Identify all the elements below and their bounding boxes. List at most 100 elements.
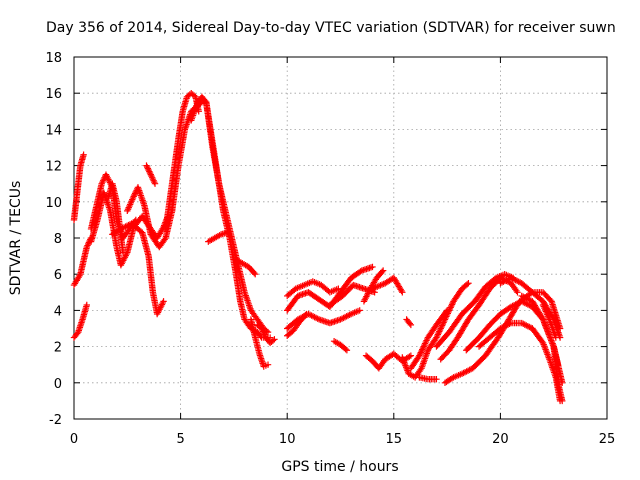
- data-point: [416, 350, 424, 358]
- y-tick-label: 14: [45, 123, 62, 138]
- data-point: [443, 307, 451, 314]
- y-tick-label: 2: [54, 341, 62, 356]
- data-point: [514, 289, 521, 296]
- data-point: [148, 172, 155, 180]
- x-axis-label: GPS time / hours: [281, 459, 398, 475]
- x-tick-label: 10: [279, 432, 296, 447]
- y-tick-label: 10: [45, 196, 62, 211]
- data-point: [131, 191, 138, 199]
- data-point: [419, 346, 426, 353]
- data-point: [552, 334, 560, 341]
- data-point: [260, 329, 267, 337]
- data-point: [407, 352, 415, 359]
- data-point: [378, 268, 386, 275]
- data-point: [147, 171, 154, 178]
- data-points: [70, 90, 566, 405]
- data-point: [406, 320, 413, 327]
- data-point: [84, 242, 91, 249]
- data-point: [438, 323, 445, 331]
- y-tick-label: 18: [45, 51, 62, 66]
- series-arc-30: [433, 271, 517, 350]
- data-point: [269, 337, 277, 344]
- data-point: [258, 325, 265, 332]
- data-point: [201, 97, 209, 105]
- data-point: [407, 321, 415, 329]
- series-arc-12: [188, 93, 272, 336]
- data-point: [418, 347, 425, 355]
- data-point: [447, 304, 454, 311]
- series-arc-2: [70, 234, 95, 289]
- series-arc-31: [437, 274, 521, 363]
- series-arc-34: [475, 319, 536, 350]
- data-point: [195, 108, 202, 115]
- data-point: [150, 177, 157, 184]
- data-point: [399, 289, 406, 296]
- data-point: [369, 263, 376, 271]
- series-arc-8: [124, 184, 176, 251]
- series-arc-38: [539, 301, 560, 341]
- data-point: [119, 249, 127, 256]
- series-arc-23: [360, 267, 387, 305]
- x-tick-label: 0: [70, 432, 78, 447]
- data-point: [539, 314, 546, 322]
- data-point: [144, 165, 152, 172]
- y-tick-label: -2: [49, 413, 62, 428]
- series-arc-20: [284, 310, 310, 339]
- data-point: [83, 243, 90, 251]
- data-point: [343, 347, 351, 354]
- data-point: [146, 168, 153, 175]
- data-point: [161, 236, 168, 243]
- data-point: [421, 341, 428, 349]
- data-point: [357, 268, 364, 275]
- data-point: [314, 315, 321, 322]
- series-arc-21: [326, 281, 378, 309]
- data-point: [99, 177, 107, 184]
- chart-title: Day 356 of 2014, Sidereal Day-to-day VTE…: [46, 20, 616, 36]
- data-point: [398, 287, 405, 295]
- data-point: [448, 302, 455, 310]
- data-point: [151, 180, 159, 187]
- data-point: [160, 298, 167, 305]
- x-tick-label: 5: [176, 432, 184, 447]
- data-point: [146, 169, 154, 177]
- data-point: [433, 332, 441, 340]
- data-point: [149, 175, 157, 183]
- series-arc-1: [70, 151, 87, 224]
- series-arc-39: [550, 343, 566, 405]
- x-tick-label: 25: [599, 432, 616, 447]
- data-point: [436, 326, 444, 334]
- data-point: [506, 320, 513, 328]
- y-tick-label: 0: [54, 377, 62, 392]
- data-point: [252, 271, 259, 278]
- data-point: [438, 322, 446, 329]
- series-arc-24: [330, 337, 351, 354]
- data-point: [224, 229, 231, 236]
- series-arc-6: [104, 180, 127, 256]
- x-tick-label: 20: [492, 432, 509, 447]
- data-point: [420, 343, 427, 350]
- data-point: [302, 312, 309, 319]
- data-point: [130, 193, 137, 200]
- data-point: [423, 337, 430, 344]
- data-point: [513, 287, 520, 294]
- data-point: [421, 340, 429, 347]
- series-arc-27: [407, 307, 451, 372]
- data-point: [379, 267, 387, 274]
- data-point: [465, 280, 472, 287]
- y-axis-label: SDTVAR / TECUs: [8, 181, 24, 296]
- series-arc-9: [143, 162, 159, 187]
- y-tick-label: 8: [54, 232, 62, 247]
- data-point: [422, 338, 429, 346]
- y-tick-label: 16: [45, 87, 62, 102]
- data-point: [346, 311, 353, 318]
- data-point: [271, 336, 278, 343]
- data-point: [439, 320, 447, 328]
- data-point: [559, 397, 566, 405]
- data-point: [261, 331, 268, 338]
- series-arc-11: [168, 99, 274, 341]
- data-point: [434, 331, 442, 338]
- data-point: [83, 301, 90, 309]
- series-arc-5: [87, 189, 172, 269]
- plot-frame: [73, 56, 608, 420]
